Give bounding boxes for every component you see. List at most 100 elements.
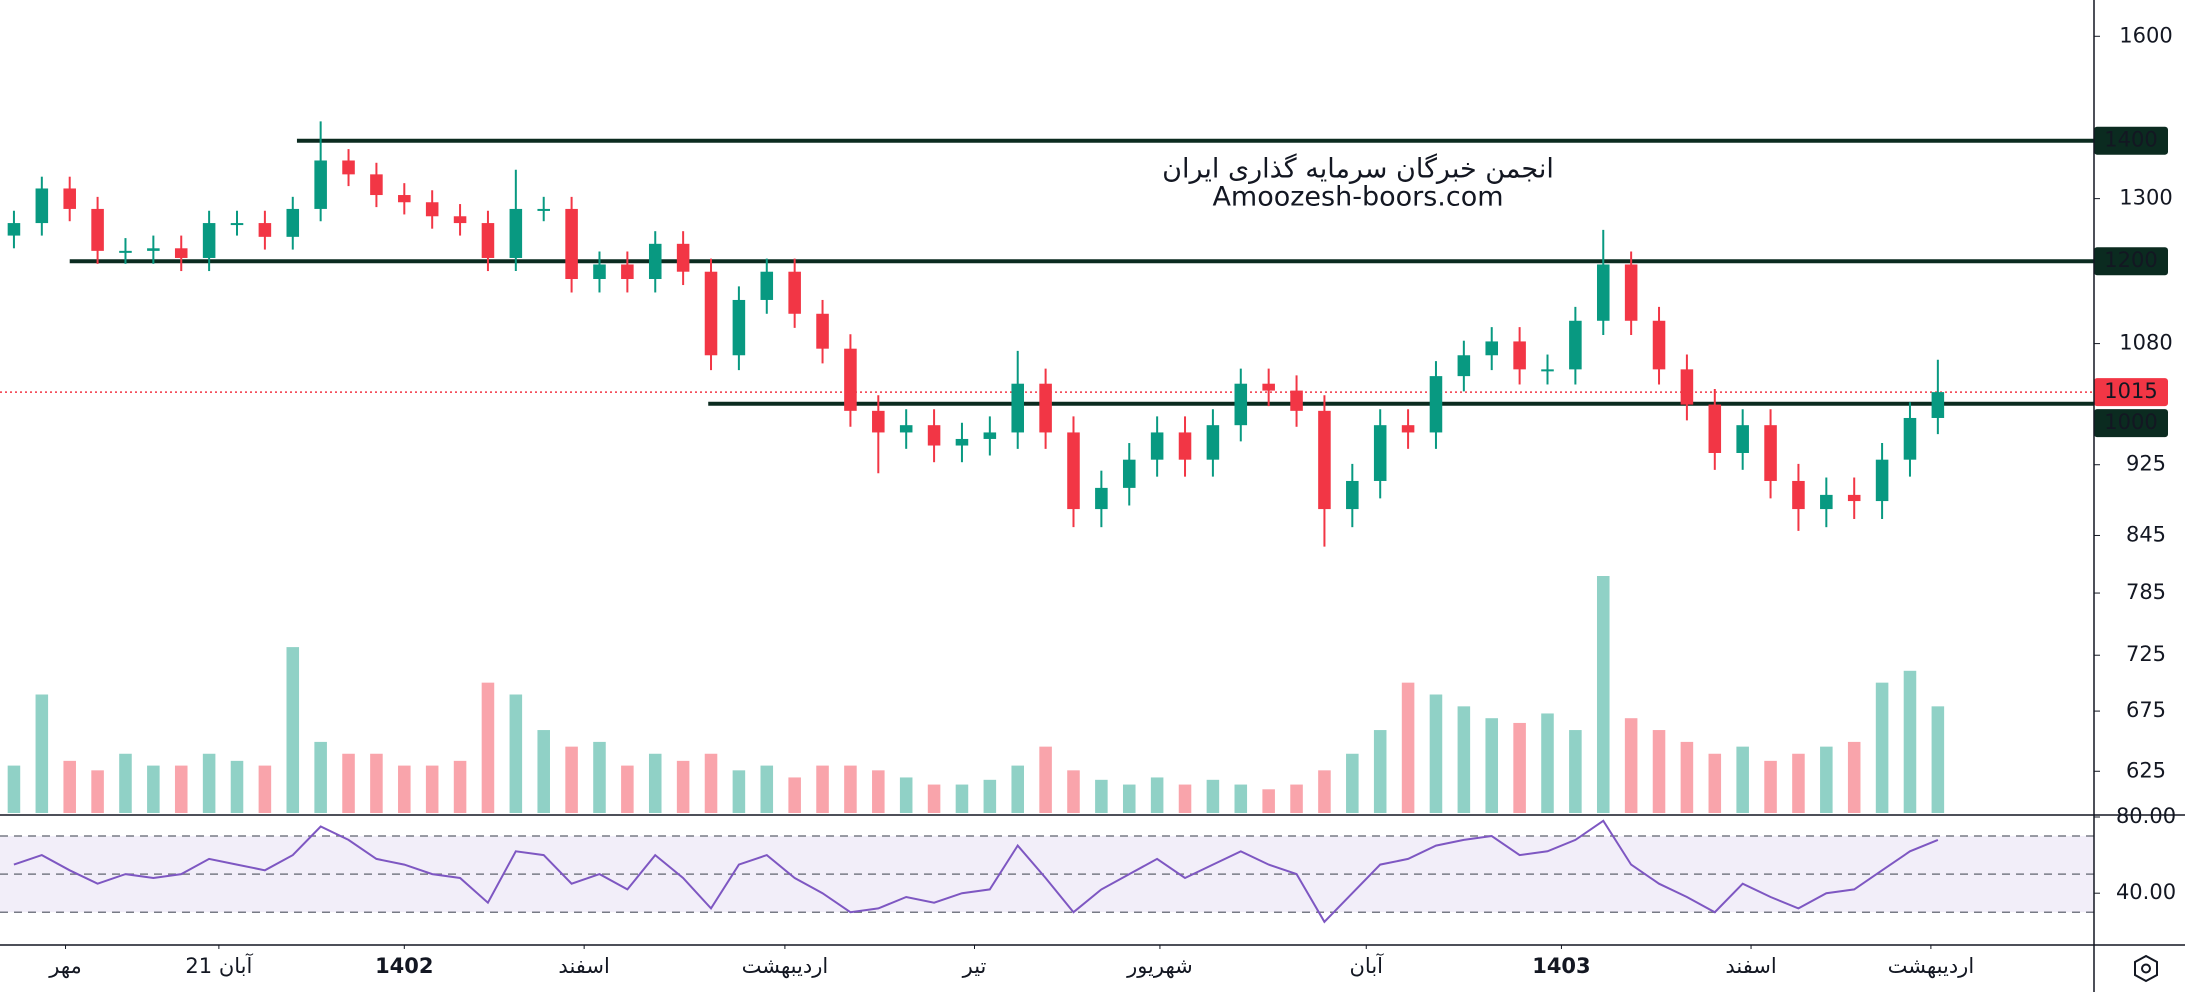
- candle-body: [1708, 404, 1722, 453]
- candle-body: [202, 223, 216, 258]
- volume-bar: [91, 770, 104, 813]
- last-price-label: 1015: [2104, 379, 2157, 403]
- volume-bar: [704, 753, 718, 813]
- volume-bar: [844, 765, 857, 813]
- plot-layer: 625 675 725 785 845 925 1080 1300 1600 1400 1200 10…: [0, 23, 2176, 978]
- candle-body: [1513, 341, 1526, 370]
- volume-bar: [1095, 779, 1108, 813]
- candle-body: [342, 160, 355, 175]
- watermark-url: Amoozesh-boors.com: [1212, 182, 1503, 213]
- volume-bar: [398, 765, 411, 813]
- candle-body: [955, 438, 969, 446]
- volume-bar: [1541, 713, 1554, 813]
- volume-bar: [1457, 706, 1471, 813]
- volume-bar: [35, 694, 49, 813]
- volume-bar: [1262, 789, 1275, 813]
- volume-bar: [1318, 770, 1331, 813]
- volume-bar: [1011, 765, 1024, 813]
- level-box: [2094, 126, 2168, 155]
- y-tick-label: 845: [2126, 522, 2166, 546]
- candle-body: [1318, 410, 1331, 510]
- candle-body: [119, 250, 132, 253]
- x-tick-label: اردیبهشت: [742, 954, 829, 978]
- candle-body: [816, 313, 829, 349]
- x-tick-label: اردیبهشت: [1888, 954, 1975, 978]
- candle-body: [593, 264, 606, 280]
- volume-bar: [1429, 694, 1443, 813]
- volume-bar: [1847, 741, 1861, 813]
- settings-icon[interactable]: [2134, 954, 2158, 983]
- y-tick-label: 785: [2126, 580, 2166, 604]
- candle-body: [1736, 425, 1749, 453]
- candle-body: [621, 264, 634, 280]
- volume-bar: [816, 765, 829, 813]
- x-tick-label: مهر: [48, 954, 82, 978]
- volume-bar: [174, 765, 188, 813]
- volume-bar: [370, 753, 383, 813]
- y-tick-label: 925: [2126, 452, 2166, 476]
- candle-body: [1541, 369, 1554, 372]
- candle-body: [1875, 459, 1889, 502]
- candle-body: [537, 208, 550, 211]
- volume-bar: [1680, 741, 1694, 813]
- level-box: [2094, 409, 2168, 438]
- volume-bar: [1290, 784, 1303, 813]
- volume-bar: [1596, 576, 1610, 813]
- volume-bar: [425, 765, 439, 813]
- x-tick-label: شهریور: [1126, 954, 1193, 978]
- volume-bar: [565, 746, 578, 813]
- candle-body: [1401, 425, 1415, 433]
- candle-body: [1847, 494, 1861, 502]
- candle-body: [565, 208, 578, 280]
- y-tick-label: 725: [2126, 642, 2166, 666]
- level-box: [2094, 247, 2168, 276]
- volume-bar: [983, 779, 997, 813]
- candle-body: [509, 208, 523, 258]
- candle-body: [1262, 383, 1275, 391]
- candle-body: [1122, 459, 1136, 488]
- candle-body: [314, 160, 327, 209]
- volume-bar: [1708, 753, 1722, 813]
- candle-body: [1903, 417, 1917, 460]
- candle-body: [35, 188, 49, 224]
- candle-body: [927, 425, 941, 446]
- candle-body: [1457, 355, 1471, 377]
- candle-body: [760, 271, 774, 300]
- volume-bar: [1903, 670, 1917, 813]
- volume-bar: [1820, 746, 1833, 813]
- y-tick-label: 1600: [2119, 23, 2172, 47]
- volume-bar: [927, 784, 941, 813]
- x-tick-label: 1402: [375, 954, 433, 978]
- candle-body: [1569, 320, 1582, 370]
- volume-bar: [509, 694, 523, 813]
- volume-bar: [1401, 682, 1415, 813]
- volume-bar: [1234, 784, 1248, 813]
- volume-bar: [258, 765, 272, 813]
- rsi-band: [0, 836, 2094, 913]
- x-tick-label: اسفند: [558, 954, 609, 978]
- volume-bar: [1039, 746, 1052, 813]
- volume-bar: [1764, 760, 1777, 813]
- candle-body: [1429, 376, 1443, 433]
- candle-body: [1652, 320, 1666, 370]
- volume-bar: [63, 760, 76, 813]
- volume-bar: [119, 753, 132, 813]
- rsi-y-tick-label: 40.00: [2116, 880, 2176, 904]
- candle-body: [481, 223, 495, 258]
- candle-body: [91, 208, 104, 251]
- candle-body: [872, 410, 885, 433]
- candle-body: [425, 202, 439, 217]
- volume-bar: [872, 770, 885, 813]
- candle-body: [1150, 432, 1164, 460]
- candle-body: [1178, 432, 1192, 460]
- candle-body: [1067, 432, 1080, 510]
- y-tick-label: 1080: [2119, 331, 2172, 355]
- candle-body: [676, 243, 690, 272]
- level-label: 1400: [2104, 128, 2157, 152]
- volume-bar: [760, 765, 774, 813]
- volume-bar: [537, 730, 550, 813]
- candle-body: [1011, 383, 1024, 433]
- candle-body: [732, 299, 746, 356]
